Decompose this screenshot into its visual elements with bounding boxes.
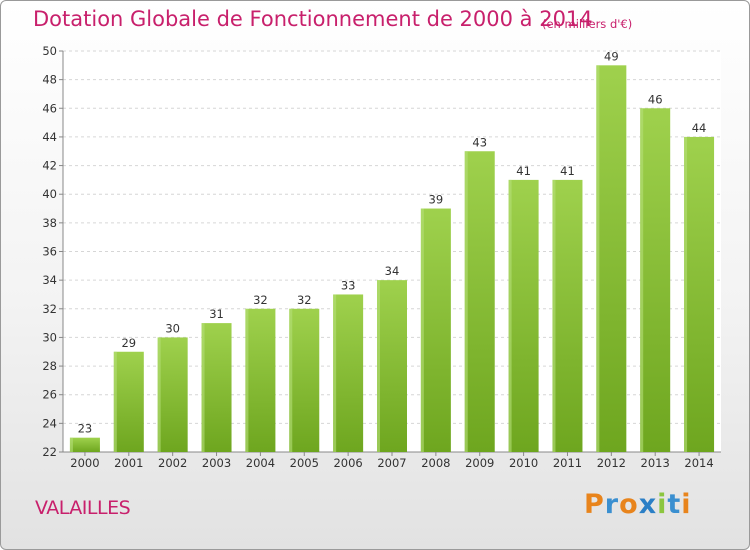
y-tick-label: 50 <box>42 44 57 58</box>
bar-highlight <box>420 208 424 452</box>
bar-highlight <box>684 136 688 452</box>
bar-highlight <box>333 294 337 452</box>
y-tick-label: 32 <box>42 302 57 316</box>
y-tick-label: 48 <box>42 73 57 87</box>
y-tick-label: 34 <box>42 273 57 287</box>
y-tick-label: 40 <box>42 187 57 201</box>
bar <box>464 151 495 452</box>
data-label: 23 <box>78 422 93 436</box>
logo-letter: o <box>619 489 639 520</box>
logo-letter: i <box>657 489 668 520</box>
logo-letter: P <box>584 489 605 520</box>
logo-letter: i <box>681 489 692 520</box>
bar-highlight <box>69 437 73 452</box>
bar-highlight <box>640 108 644 453</box>
data-label: 29 <box>121 336 136 350</box>
x-tick-label: 2007 <box>377 456 406 470</box>
bar <box>113 351 144 452</box>
y-tick-label: 28 <box>42 359 57 373</box>
proxiti-logo[interactable]: Proxiti <box>584 489 692 520</box>
y-tick-label: 36 <box>42 245 57 259</box>
bar-highlight <box>464 151 468 452</box>
y-tick-label: 26 <box>42 388 57 402</box>
x-tick-label: 2014 <box>684 456 713 470</box>
logo-letter: r <box>604 489 620 520</box>
logo-letter: t <box>667 489 682 520</box>
bar <box>420 208 451 452</box>
plot-area: 22 24 26 28 30 32 34 36 38 40 42 44 46 48 50 23 2000 29 20… <box>42 44 721 470</box>
bar <box>157 337 188 452</box>
bar-highlight <box>157 337 161 452</box>
commune-name: VALAILLES <box>35 497 131 519</box>
data-label: 46 <box>648 92 663 106</box>
y-tick-label: 42 <box>42 159 57 173</box>
data-label: 32 <box>253 293 268 307</box>
chart-subtitle: (en milliers d'€) <box>542 17 633 31</box>
data-label: 43 <box>472 135 487 149</box>
bar <box>684 136 715 452</box>
x-tick-label: 2009 <box>465 456 494 470</box>
bar-highlight <box>289 308 293 452</box>
data-label: 39 <box>429 193 444 207</box>
data-label: 31 <box>209 307 224 321</box>
x-tick-label: 2011 <box>553 456 582 470</box>
bar <box>201 323 232 452</box>
x-tick-label: 2006 <box>333 456 362 470</box>
x-tick-label: 2004 <box>246 456 275 470</box>
y-tick-label: 38 <box>42 216 57 230</box>
y-tick-label: 46 <box>42 101 57 115</box>
x-tick-label: 2013 <box>641 456 670 470</box>
bar <box>377 280 407 452</box>
y-tick-label: 30 <box>42 330 57 344</box>
y-tick-label: 22 <box>42 445 57 459</box>
bar <box>245 308 276 452</box>
data-label: 41 <box>560 164 575 178</box>
bar-highlight <box>552 179 556 452</box>
data-label: 30 <box>165 321 180 335</box>
x-tick-label: 2012 <box>597 456 626 470</box>
x-tick-label: 2002 <box>158 456 187 470</box>
x-tick-label: 2000 <box>70 456 99 470</box>
data-label: 41 <box>516 164 531 178</box>
bar-highlight <box>508 179 512 452</box>
bar-highlight <box>245 308 249 452</box>
data-label: 32 <box>297 293 312 307</box>
bar <box>552 179 583 452</box>
y-tick-label: 24 <box>42 416 57 430</box>
data-label: 34 <box>385 264 400 278</box>
bar-highlight <box>596 65 600 453</box>
bar <box>508 179 539 452</box>
logo-letter: x <box>638 489 658 520</box>
x-tick-label: 2008 <box>421 456 450 470</box>
bar <box>640 108 671 453</box>
bar-highlight <box>113 351 117 452</box>
x-tick-label: 2005 <box>290 456 319 470</box>
chart-title: Dotation Globale de Fonctionnement de 20… <box>33 7 593 31</box>
data-label: 44 <box>692 121 707 135</box>
x-tick-label: 2003 <box>202 456 231 470</box>
bar <box>333 294 364 452</box>
bar <box>69 437 100 452</box>
bar-highlight <box>201 323 205 452</box>
x-tick-label: 2010 <box>509 456 538 470</box>
bar <box>289 308 320 452</box>
data-label: 33 <box>341 278 356 292</box>
y-tick-label: 44 <box>42 130 57 144</box>
bar <box>596 65 627 453</box>
data-label: 49 <box>604 49 619 63</box>
bar-highlight <box>377 280 380 452</box>
x-tick-label: 2001 <box>114 456 143 470</box>
